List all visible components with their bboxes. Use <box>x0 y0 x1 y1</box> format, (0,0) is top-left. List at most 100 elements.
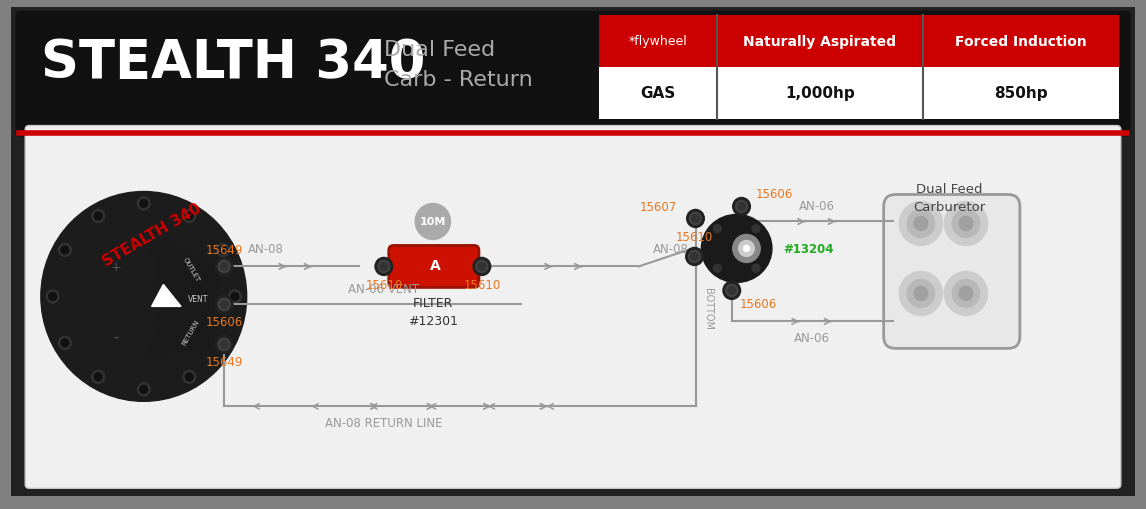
Text: 15606: 15606 <box>755 188 793 201</box>
Circle shape <box>476 261 488 273</box>
Circle shape <box>228 290 242 303</box>
Circle shape <box>725 285 738 297</box>
Circle shape <box>713 225 721 233</box>
Circle shape <box>215 296 233 314</box>
Circle shape <box>378 261 390 273</box>
Circle shape <box>736 201 747 213</box>
Circle shape <box>900 202 942 246</box>
Circle shape <box>94 373 102 381</box>
Text: 15649: 15649 <box>205 243 243 257</box>
Circle shape <box>92 210 104 223</box>
Circle shape <box>908 210 935 238</box>
FancyBboxPatch shape <box>599 16 1118 68</box>
Text: 15610: 15610 <box>463 278 501 291</box>
Circle shape <box>140 386 148 393</box>
Text: #13204: #13204 <box>784 242 834 256</box>
Circle shape <box>685 248 704 266</box>
Text: Dual Feed
Carburetor: Dual Feed Carburetor <box>913 182 986 213</box>
FancyBboxPatch shape <box>884 195 1020 349</box>
FancyBboxPatch shape <box>388 246 479 288</box>
Circle shape <box>744 246 749 252</box>
Circle shape <box>952 280 980 308</box>
Text: 15606: 15606 <box>739 297 777 310</box>
Text: Dual Feed: Dual Feed <box>384 40 495 60</box>
Circle shape <box>186 373 194 381</box>
Circle shape <box>220 341 228 349</box>
Circle shape <box>959 217 973 231</box>
Circle shape <box>952 210 980 238</box>
Circle shape <box>140 200 148 208</box>
Text: A: A <box>430 259 440 273</box>
FancyBboxPatch shape <box>15 12 1131 137</box>
Text: -: - <box>113 329 119 344</box>
Circle shape <box>46 290 58 303</box>
Circle shape <box>713 265 721 273</box>
Text: 15610: 15610 <box>366 278 402 291</box>
Text: 15607: 15607 <box>639 201 677 214</box>
Ellipse shape <box>701 215 772 283</box>
Text: AN-06 VENT: AN-06 VENT <box>348 282 419 295</box>
Text: Naturally Aspirated: Naturally Aspirated <box>744 35 896 48</box>
Polygon shape <box>151 285 181 307</box>
Circle shape <box>218 299 230 311</box>
Circle shape <box>215 336 233 354</box>
Circle shape <box>186 213 194 220</box>
Circle shape <box>217 244 229 257</box>
Circle shape <box>732 198 751 216</box>
Text: STEALTH 340: STEALTH 340 <box>100 201 203 269</box>
Text: GAS: GAS <box>641 86 676 101</box>
Text: 10M: 10M <box>419 217 446 227</box>
Text: AN-06: AN-06 <box>799 200 835 213</box>
Circle shape <box>752 265 760 273</box>
Text: 1,000hp: 1,000hp <box>785 86 855 101</box>
Circle shape <box>220 263 228 271</box>
Text: *flywheel: *flywheel <box>629 35 688 48</box>
Circle shape <box>959 287 973 301</box>
Circle shape <box>944 272 988 316</box>
Circle shape <box>218 338 230 351</box>
Circle shape <box>231 293 238 301</box>
Text: 15610: 15610 <box>676 231 713 243</box>
Circle shape <box>61 339 69 347</box>
Circle shape <box>915 287 928 301</box>
Circle shape <box>732 235 760 263</box>
Text: RETURN: RETURN <box>181 318 201 346</box>
Circle shape <box>908 280 935 308</box>
Circle shape <box>691 253 698 261</box>
FancyBboxPatch shape <box>25 126 1121 488</box>
Circle shape <box>738 203 746 211</box>
Circle shape <box>58 337 71 350</box>
Circle shape <box>375 258 393 276</box>
Text: 15649: 15649 <box>205 355 243 368</box>
Circle shape <box>728 287 736 295</box>
Text: Carb - Return: Carb - Return <box>384 69 533 90</box>
Polygon shape <box>149 239 218 355</box>
Text: BOTTOM: BOTTOM <box>704 288 713 330</box>
Circle shape <box>689 251 700 263</box>
Circle shape <box>752 225 760 233</box>
Text: 15606: 15606 <box>205 315 243 328</box>
Circle shape <box>380 263 387 271</box>
Text: VENT: VENT <box>188 294 207 303</box>
Circle shape <box>138 383 150 396</box>
Circle shape <box>686 210 705 228</box>
FancyBboxPatch shape <box>3 0 1143 504</box>
Circle shape <box>215 258 233 276</box>
Circle shape <box>183 210 196 223</box>
Circle shape <box>94 213 102 220</box>
Circle shape <box>219 339 227 347</box>
Circle shape <box>415 204 450 240</box>
Text: AN-06: AN-06 <box>794 331 830 344</box>
Circle shape <box>739 241 754 257</box>
Circle shape <box>478 263 486 271</box>
Text: Forced Induction: Forced Induction <box>955 35 1086 48</box>
Text: FILTER
#12301: FILTER #12301 <box>408 297 458 328</box>
Circle shape <box>218 261 230 273</box>
Text: +: + <box>111 261 121 273</box>
Circle shape <box>723 282 740 300</box>
Circle shape <box>61 246 69 254</box>
FancyBboxPatch shape <box>599 68 1118 119</box>
Text: AN-08: AN-08 <box>653 242 689 256</box>
Circle shape <box>138 197 150 211</box>
Text: STEALTH 340: STEALTH 340 <box>41 37 425 89</box>
